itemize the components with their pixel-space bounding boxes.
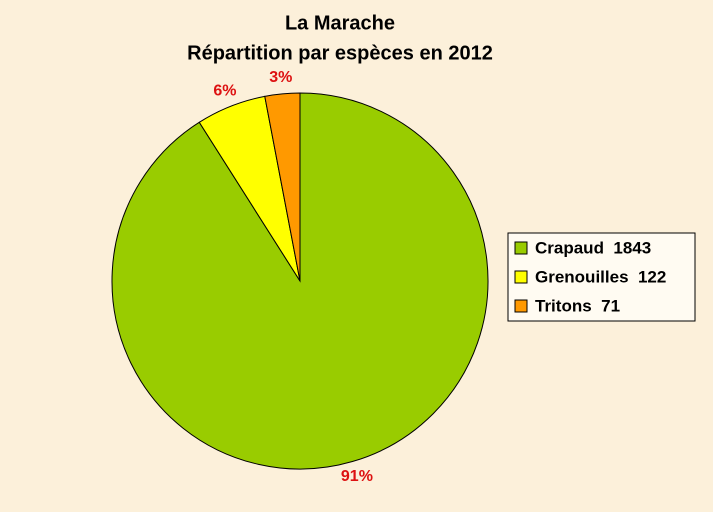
legend-label: Crapaud 1843: [535, 238, 651, 257]
chart-subtitle: Répartition par espèces en 2012: [187, 42, 493, 64]
data-label: 91%: [341, 468, 373, 485]
legend-swatch: [514, 241, 528, 255]
legend-label: Tritons 71: [535, 296, 620, 315]
pie-slice: [264, 92, 301, 282]
data-label: 6%: [213, 83, 236, 100]
legend-label: Grenouilles 122: [535, 267, 666, 286]
data-label: 3%: [269, 69, 292, 86]
chart-title: La Marache: [285, 12, 395, 34]
legend-swatch: [514, 270, 528, 284]
legend-box: [507, 232, 696, 322]
legend-swatch: [514, 299, 528, 313]
